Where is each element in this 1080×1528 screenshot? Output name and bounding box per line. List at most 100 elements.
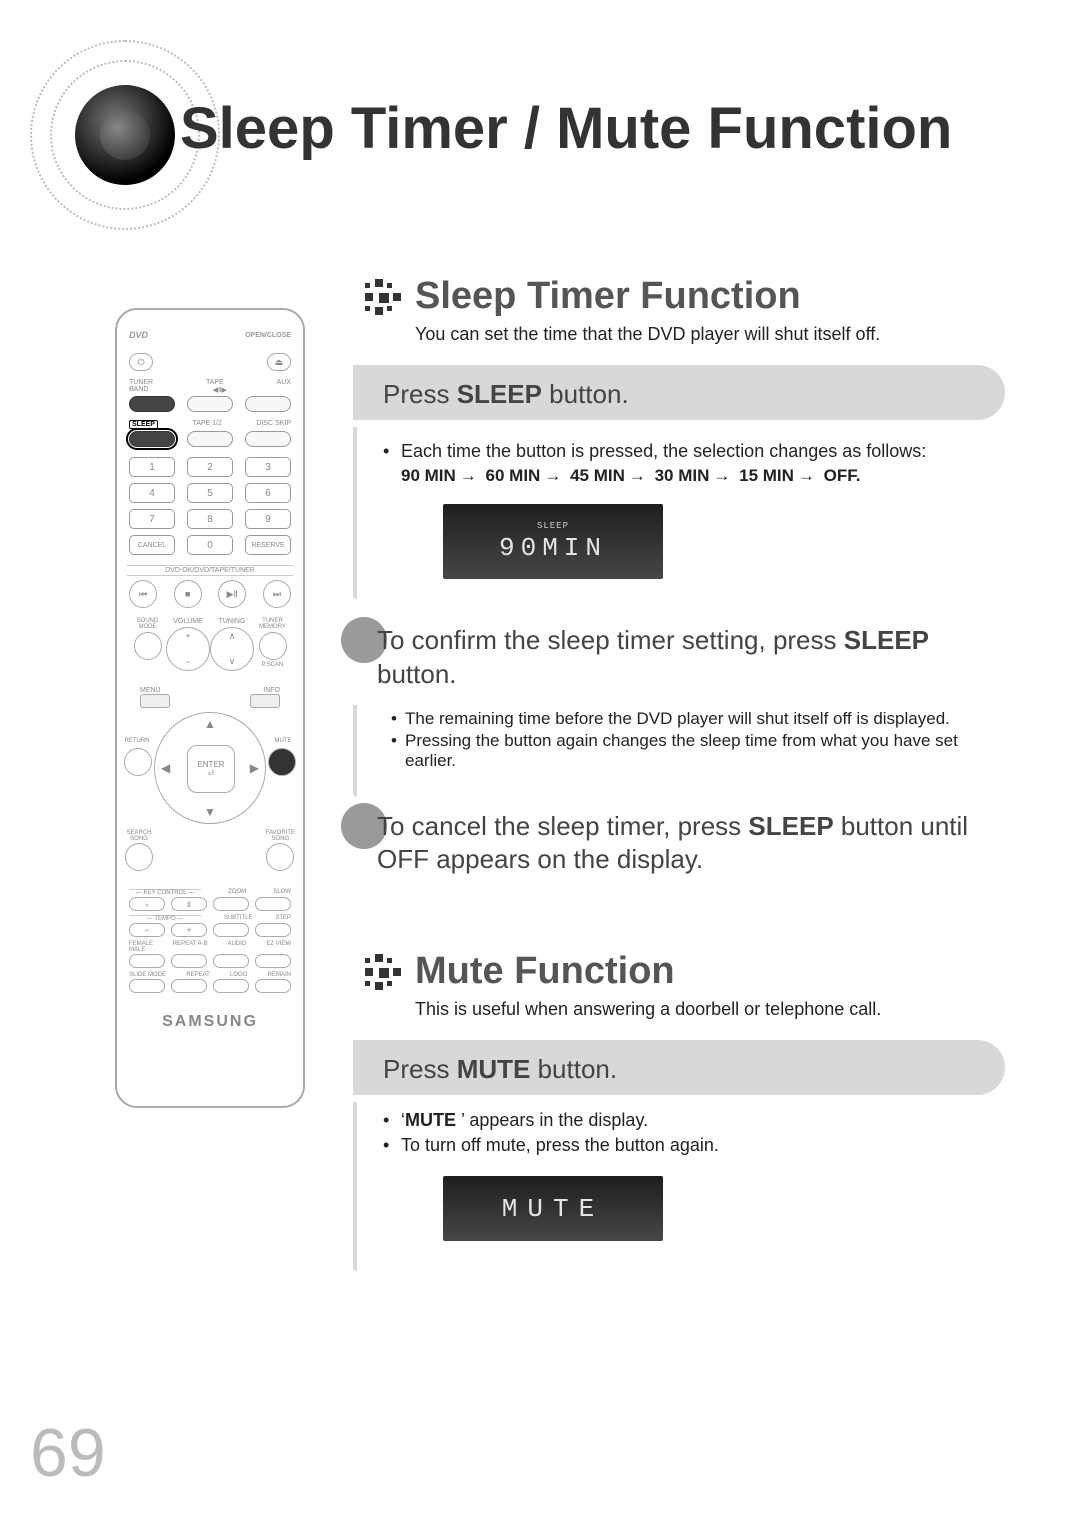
tape-dir-label: ◀Ⅱ▶ — [213, 386, 227, 394]
sleep-step-key: SLEEP — [457, 379, 542, 409]
numpad-row1: 1 2 3 — [129, 457, 291, 477]
sleep-lcd-value: 90MIN — [499, 533, 607, 563]
aux-button — [245, 396, 291, 412]
remain-label: REMAIN — [268, 972, 291, 978]
tuning-rocker: ∧∨ — [210, 627, 254, 671]
sleep-confirm-text: To confirm the sleep timer setting, pres… — [353, 621, 1005, 695]
tempo-label: — TEMPO — — [129, 915, 201, 922]
mute-subtext: This is useful when answering a doorbell… — [415, 999, 1005, 1020]
tape-dir-button — [187, 396, 233, 412]
search-song-label: SEARCH SONG — [125, 830, 153, 842]
tempo-minus-button: − — [129, 923, 165, 937]
sleep-cancel-head: To cancel the sleep timer, press SLEEP b… — [353, 807, 1005, 881]
sleep-lcd: SLEEP 90MIN — [443, 504, 663, 579]
tape12-button — [187, 431, 233, 447]
step-button — [255, 923, 291, 937]
female-male-button — [129, 954, 165, 968]
page-number: 69 — [30, 1414, 106, 1492]
info-label: INFO — [263, 687, 280, 694]
volume-col: VOLUME +− — [166, 618, 210, 671]
sleep-subtext: You can set the time that the DVD player… — [415, 324, 1005, 345]
eject-button: ⏏ — [267, 353, 291, 371]
nav-top-labels: MENU INFO — [140, 687, 280, 694]
zoom-label: ZOOM — [228, 889, 246, 896]
volume-rocker: +− — [166, 627, 210, 671]
step-label: STEP — [275, 915, 291, 922]
sleep-lcd-label: SLEEP — [537, 521, 569, 531]
transport-row: ⏮ ■ ▶Ⅱ ⏭ — [129, 580, 291, 608]
logo-button — [213, 979, 249, 993]
num-2: 2 — [187, 457, 233, 477]
remote-brand: DVD — [129, 330, 148, 340]
return-button — [124, 748, 152, 776]
info-tab — [250, 694, 280, 708]
mute-step-text: Press MUTE button. — [383, 1054, 617, 1085]
audio-button — [213, 954, 249, 968]
nav-block: MENU INFO RETURN ▲ ▼ ◀ ▶ ENTER ⏎ MUTE — [129, 687, 291, 871]
tempo-plus-button: + — [171, 923, 207, 937]
enter-label: ENTER — [197, 760, 224, 769]
cancel-button: CANCEL — [129, 535, 175, 555]
discskip-label: DISC SKIP — [256, 420, 291, 429]
arrow-left-icon: ◀ — [161, 761, 170, 775]
audio-label: AUDIO — [227, 941, 246, 953]
speaker-dustcap — [100, 110, 150, 160]
menu-tab — [140, 694, 170, 708]
tape12-label: TAPE 1/2 — [192, 420, 221, 429]
sleep-step-pre: Press — [383, 379, 457, 409]
power-button: ⏻ — [129, 353, 153, 371]
mute-step-bar: Press MUTE button. — [353, 1040, 1005, 1102]
mute-lcd-value: MUTE — [502, 1194, 604, 1224]
pixel-bullet-icon — [365, 279, 401, 315]
open-close-label: OPEN/CLOSE — [245, 332, 291, 339]
aux-label: AUX — [277, 379, 291, 386]
keycontrol-label: — KEY CONTROL — — [129, 889, 201, 896]
tuner-mem-col: TUNER MEMORY P.SCAN — [254, 618, 291, 668]
remote-row1-labels: TUNER TAPE AUX — [129, 379, 291, 386]
sleep-confirm-b2: Pressing the button again changes the sl… — [391, 731, 1005, 771]
pscan-label: P.SCAN — [254, 662, 291, 668]
sleep-step-bar: Press SLEEP button. — [353, 365, 1005, 427]
play-pause-button: ▶Ⅱ — [218, 580, 246, 608]
remote-row1-buttons — [129, 396, 291, 412]
flat-button: ♭ — [129, 897, 165, 911]
sound-mode-col: SOUND MODE — [129, 618, 166, 660]
remote-illustration: DVD OPEN/CLOSE ⏻ ⏏ TUNER TAPE AUX BAND ◀… — [115, 308, 305, 1108]
mute-bullet-2: To turn off mute, press the button again… — [383, 1135, 1005, 1156]
volume-label: VOLUME — [166, 618, 210, 625]
stop-button: ■ — [174, 580, 202, 608]
remote-power-row: ⏻ ⏏ — [129, 353, 291, 371]
numpad-row2: 4 5 6 — [129, 483, 291, 503]
repeat-button — [171, 979, 207, 993]
sleep-step-text: Press SLEEP button. — [383, 379, 629, 410]
slidemode-label: SLIDE MODE — [129, 972, 166, 978]
prev-button: ⏮ — [129, 580, 157, 608]
reserve-button: RESERVE — [245, 535, 291, 555]
return-label: RETURN — [122, 738, 152, 744]
mute-heading-row: Mute Function — [365, 950, 1005, 993]
mute-heading: Mute Function — [415, 950, 675, 993]
sleep-confirm-head: To confirm the sleep timer setting, pres… — [353, 621, 1005, 695]
arrow-up-icon: ▲ — [204, 717, 216, 731]
mute-nav-label: MUTE — [268, 738, 298, 744]
transport-label: DVD-OK/DVD/TAPE/TUNER — [127, 565, 293, 576]
sleep-label: SLEEP — [129, 420, 158, 429]
sleep-button — [129, 431, 175, 447]
sleep-confirm-bullets: The remaining time before the DVD player… — [353, 705, 1005, 797]
nav-top-tabs — [140, 694, 280, 708]
arrow-down-icon: ▼ — [204, 805, 216, 819]
sound-mode-button — [134, 632, 162, 660]
zoom-button — [213, 897, 249, 911]
repeat-label: REPEAT — [186, 972, 210, 978]
mute-step-detail: ‘MUTE ’ appears in the display. To turn … — [353, 1102, 1005, 1271]
sleep-cancel-text: To cancel the sleep timer, press SLEEP b… — [353, 807, 1005, 881]
content-column: Sleep Timer Function You can set the tim… — [365, 275, 1005, 1271]
sleep-bullet-1: Each time the button is pressed, the sel… — [383, 441, 1005, 462]
slow-button — [255, 897, 291, 911]
enter-button: ENTER ⏎ — [187, 745, 235, 793]
sleep-step-post: button. — [542, 379, 629, 409]
sharp-button: ♯ — [171, 897, 207, 911]
subtitle-label: SUBTITLE — [224, 915, 253, 922]
remote-row2-buttons — [129, 431, 291, 447]
num-4: 4 — [129, 483, 175, 503]
